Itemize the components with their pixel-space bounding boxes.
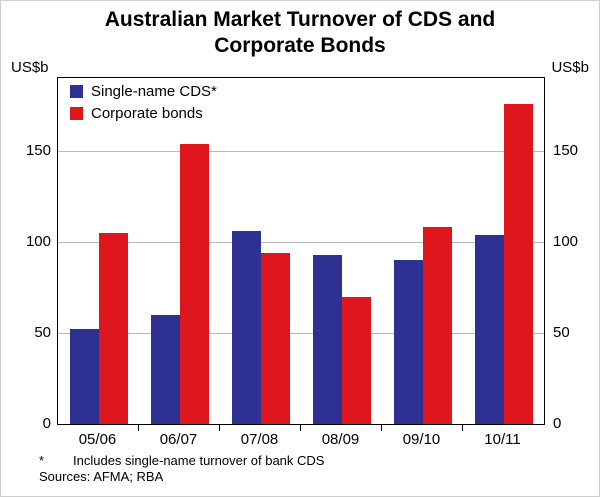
x-axis-tick [219,425,220,431]
x-axis-label-07-08: 07/08 [240,431,279,448]
y-axis-label-right-50: 50 [553,323,570,341]
bar-cds-07-08 [231,230,261,424]
y-axis-unit-left: US$b [11,59,49,76]
gridline-100 [58,241,544,243]
plot-area: Single-name CDS* Corporate bonds [57,77,545,425]
bar-cds-08-09 [312,254,342,424]
chart-title: Australian Market Turnover of CDS and Co… [1,7,599,58]
footnote-marker: * [39,453,45,468]
bar-cds-06-07 [150,314,180,424]
legend-swatch-red-icon [70,107,83,120]
x-axis-label-08-09: 08/09 [321,431,360,448]
bar-bonds-10-11 [503,103,533,424]
bar-bonds-06-07 [179,143,209,424]
bar-cds-09-10 [393,260,423,424]
x-axis-tick [462,425,463,431]
y-axis-label-left-100: 100 [25,232,51,250]
y-axis-label-left-0: 0 [42,415,51,432]
x-axis-label-05-06: 05/06 [78,431,117,448]
legend-item-corporate-bonds: Corporate bonds [70,105,217,122]
x-axis-tick [381,425,382,431]
bar-bonds-08-09 [341,296,371,424]
legend: Single-name CDS* Corporate bonds [70,83,217,127]
x-axis-tick [300,425,301,431]
x-axis-label-10-11: 10/11 [484,431,521,448]
legend-label-single-name-cds: Single-name CDS* [91,83,217,100]
bar-bonds-07-08 [260,252,290,424]
y-axis-label-right-0: 0 [553,415,562,432]
y-axis-label-left-150: 150 [25,141,51,159]
gridline-50 [58,332,544,334]
legend-label-corporate-bonds: Corporate bonds [91,105,203,122]
chart-title-text: Australian Market Turnover of CDS and Co… [104,8,496,57]
legend-item-single-name-cds: Single-name CDS* [70,83,217,100]
x-axis-label-06-07: 06/07 [159,431,198,448]
footnote-text: Includes single-name turnover of bank CD… [73,453,325,468]
gridline-150 [58,150,544,152]
footnote: * Includes single-name turnover of bank C… [39,453,324,468]
sources: Sources: AFMA; RBA [39,469,164,484]
bar-cds-10-11 [474,234,504,424]
bar-cds-05-06 [69,329,99,424]
y-axis-label-right-100: 100 [553,232,579,250]
x-axis-label-09-10: 09/10 [402,431,441,448]
y-axis-label-right-150: 150 [553,141,579,159]
legend-swatch-blue-icon [70,85,83,98]
y-axis-unit-right: US$b [551,59,589,76]
y-axis-label-left-50: 50 [34,323,51,341]
bar-bonds-09-10 [422,227,452,424]
bar-bonds-05-06 [98,232,128,424]
x-axis-tick [138,425,139,431]
